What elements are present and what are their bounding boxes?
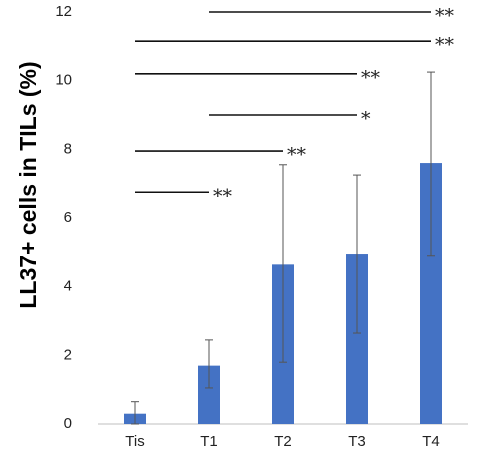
significance-brackets: *********** — [135, 5, 455, 207]
y-tick-label: 8 — [64, 140, 72, 157]
x-tick-label: T1 — [200, 433, 218, 450]
bar-t3 — [346, 254, 368, 424]
significance-label: * — [361, 108, 371, 130]
x-tick-label: T3 — [348, 433, 366, 450]
significance-label: ** — [435, 5, 455, 27]
significance-label: ** — [213, 185, 233, 207]
significance-label: ** — [435, 34, 455, 56]
y-tick-label: 10 — [55, 72, 72, 89]
x-axis-ticks: Tis T1 T2 T3 T4 — [125, 433, 439, 450]
significance-label: ** — [287, 144, 307, 166]
y-axis-ticks: 0 2 4 6 8 10 12 — [55, 3, 72, 432]
y-tick-label: 6 — [64, 209, 72, 226]
bar-t1 — [198, 365, 220, 424]
x-tick-label: T4 — [422, 433, 440, 450]
y-tick-label: 0 — [64, 415, 72, 432]
significance-label: ** — [361, 67, 381, 89]
y-axis-label: LL37+ cells in TILs (%) — [15, 61, 41, 308]
y-tick-label: 12 — [55, 3, 72, 20]
bar-t4 — [420, 163, 442, 425]
error-bars — [131, 71, 435, 425]
x-tick-label: Tis — [125, 433, 144, 450]
y-axis-label-text: LL37+ cells in TILs (%) — [15, 61, 41, 308]
x-tick-label: T2 — [274, 433, 292, 450]
y-tick-label: 2 — [64, 346, 72, 363]
y-tick-label: 4 — [64, 278, 72, 295]
